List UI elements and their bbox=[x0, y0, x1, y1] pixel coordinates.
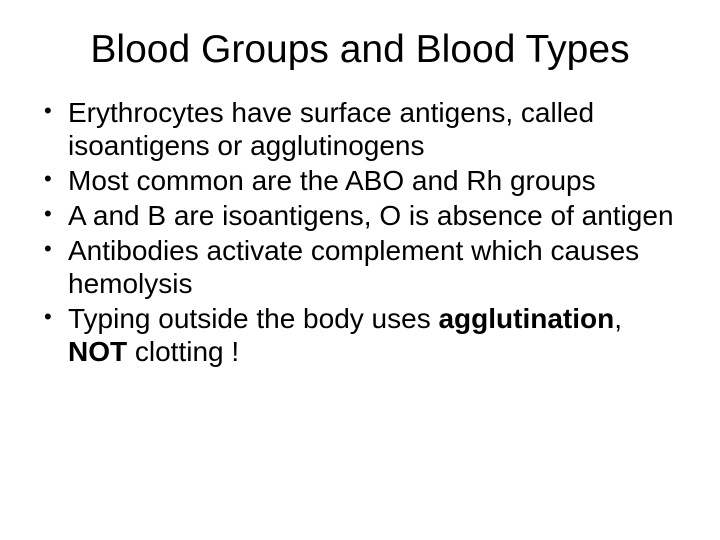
list-item: A and B are isoantigens, O is absence of… bbox=[40, 199, 680, 232]
slide-title: Blood Groups and Blood Types bbox=[30, 20, 690, 72]
bullet-text: Erythrocytes have surface antigens, call… bbox=[68, 97, 594, 161]
bullet-text-bold: NOT bbox=[68, 336, 127, 367]
list-item: Typing outside the body uses agglutinati… bbox=[40, 302, 680, 368]
bullet-list: Erythrocytes have surface antigens, call… bbox=[30, 96, 690, 368]
bullet-text: Antibodies activate complement which cau… bbox=[68, 235, 639, 299]
list-item: Antibodies activate complement which cau… bbox=[40, 234, 680, 300]
list-item: Erythrocytes have surface antigens, call… bbox=[40, 96, 680, 162]
bullet-text-mid: , bbox=[614, 303, 622, 334]
bullet-text-bold: agglutination bbox=[438, 303, 614, 334]
slide: Blood Groups and Blood Types Erythrocyte… bbox=[0, 0, 720, 540]
list-item: Most common are the ABO and Rh groups bbox=[40, 164, 680, 197]
bullet-text: Most common are the ABO and Rh groups bbox=[68, 165, 596, 196]
bullet-text-prefix: Typing outside the body uses bbox=[68, 303, 438, 334]
bullet-text: A and B are isoantigens, O is absence of… bbox=[68, 200, 674, 231]
bullet-text-suffix: clotting ! bbox=[127, 336, 239, 367]
